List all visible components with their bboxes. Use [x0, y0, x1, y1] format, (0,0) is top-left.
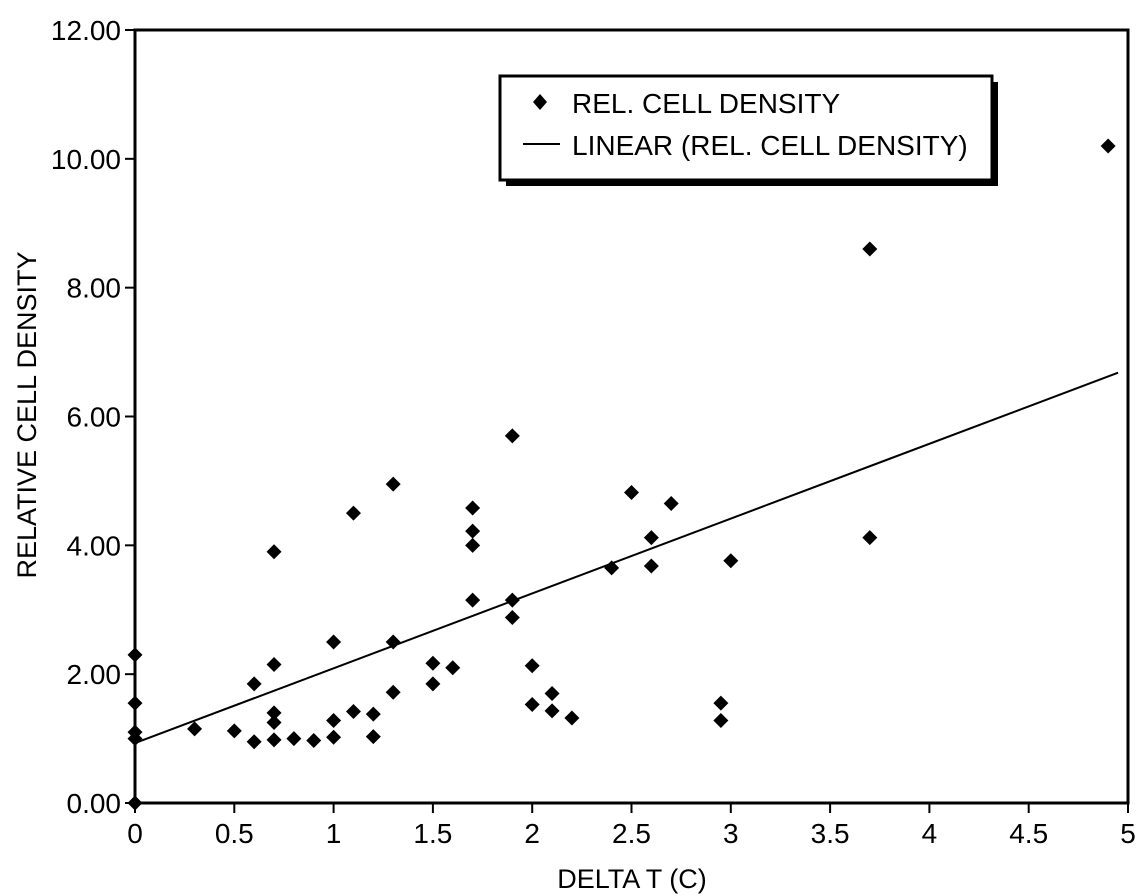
y-tick-label: 6.00 — [67, 402, 122, 433]
data-point — [306, 733, 322, 749]
data-point — [465, 500, 481, 516]
data-point — [127, 647, 143, 663]
data-point — [266, 732, 282, 748]
data-point — [345, 505, 361, 521]
x-tick-label: 1 — [326, 818, 342, 849]
data-point — [713, 713, 729, 729]
y-tick-label: 2.00 — [67, 659, 122, 690]
data-point — [524, 658, 540, 674]
legend-label-series-2: LINEAR (REL. CELL DENSITY) — [572, 130, 968, 161]
data-point — [127, 795, 143, 811]
data-point — [604, 560, 620, 576]
data-point — [624, 485, 639, 501]
data-point — [425, 676, 441, 692]
data-point — [127, 724, 143, 740]
data-point — [365, 729, 381, 745]
x-tick-label: 1.5 — [413, 818, 452, 849]
data-point — [385, 684, 401, 700]
data-point — [465, 592, 481, 608]
data-point — [445, 660, 461, 676]
data-point — [365, 706, 381, 722]
x-tick-label: 2.5 — [612, 818, 651, 849]
data-point — [524, 696, 540, 712]
y-tick-label: 8.00 — [67, 273, 122, 304]
data-point — [713, 695, 729, 711]
y-tick-label: 0.00 — [67, 788, 122, 819]
x-tick-label: 5 — [1120, 818, 1136, 849]
data-point — [564, 710, 580, 726]
y-tick-label: 4.00 — [67, 530, 122, 561]
data-point — [663, 495, 679, 511]
trendline-layer — [134, 371, 1119, 745]
data-point — [504, 609, 520, 625]
data-point — [643, 558, 659, 574]
y-axis-label: RELATIVE CELL DENSITY — [12, 251, 42, 578]
data-point — [465, 537, 481, 553]
data-point — [425, 655, 441, 671]
legend-label-series-1: REL. CELL DENSITY — [572, 88, 840, 119]
x-tick-label: 4 — [922, 818, 938, 849]
x-axis-label: DELTA T (C) — [557, 864, 707, 894]
trendline — [134, 371, 1119, 745]
data-point — [266, 657, 282, 673]
data-point — [862, 530, 878, 546]
data-point — [266, 544, 282, 560]
data-point — [385, 476, 401, 492]
data-point — [385, 634, 401, 650]
data-point — [544, 685, 560, 701]
data-point — [345, 704, 361, 720]
legend-box — [498, 74, 994, 182]
data-point — [862, 241, 878, 257]
data-point — [266, 705, 282, 721]
x-axis-ticks: 0 0.5 1 1.5 2 2.5 3 3.5 4 4.5 5 — [127, 803, 1136, 849]
x-tick-label: 3 — [723, 818, 739, 849]
data-point — [266, 714, 282, 730]
legend-marker-diamond — [533, 94, 547, 110]
data-point — [246, 676, 262, 692]
x-tick-label: 4.5 — [1009, 818, 1048, 849]
y-axis-ticks: 0.00 2.00 4.00 6.00 8.00 10.00 12.00 — [51, 15, 135, 819]
data-point — [544, 703, 560, 719]
data-point — [643, 530, 659, 546]
data-point — [286, 731, 302, 747]
data-point — [504, 428, 520, 444]
data-points — [127, 138, 1116, 811]
data-point — [326, 634, 342, 650]
data-point — [465, 523, 481, 539]
data-point — [246, 734, 262, 750]
data-point — [127, 695, 143, 711]
data-point — [504, 592, 520, 608]
y-tick-label: 12.00 — [51, 15, 121, 46]
x-tick-label: 3.5 — [811, 818, 850, 849]
data-point — [326, 729, 342, 745]
data-point — [723, 553, 739, 569]
legend: REL. CELL DENSITY LINEAR (REL. CELL DENS… — [498, 74, 998, 186]
x-tick-label: 0.5 — [215, 818, 254, 849]
y-tick-label: 10.00 — [51, 144, 121, 175]
data-point — [1100, 138, 1116, 154]
x-tick-label: 2 — [524, 818, 540, 849]
x-tick-label: 0 — [127, 818, 143, 849]
data-point — [326, 713, 342, 729]
data-point — [226, 723, 242, 739]
data-point — [187, 721, 203, 737]
